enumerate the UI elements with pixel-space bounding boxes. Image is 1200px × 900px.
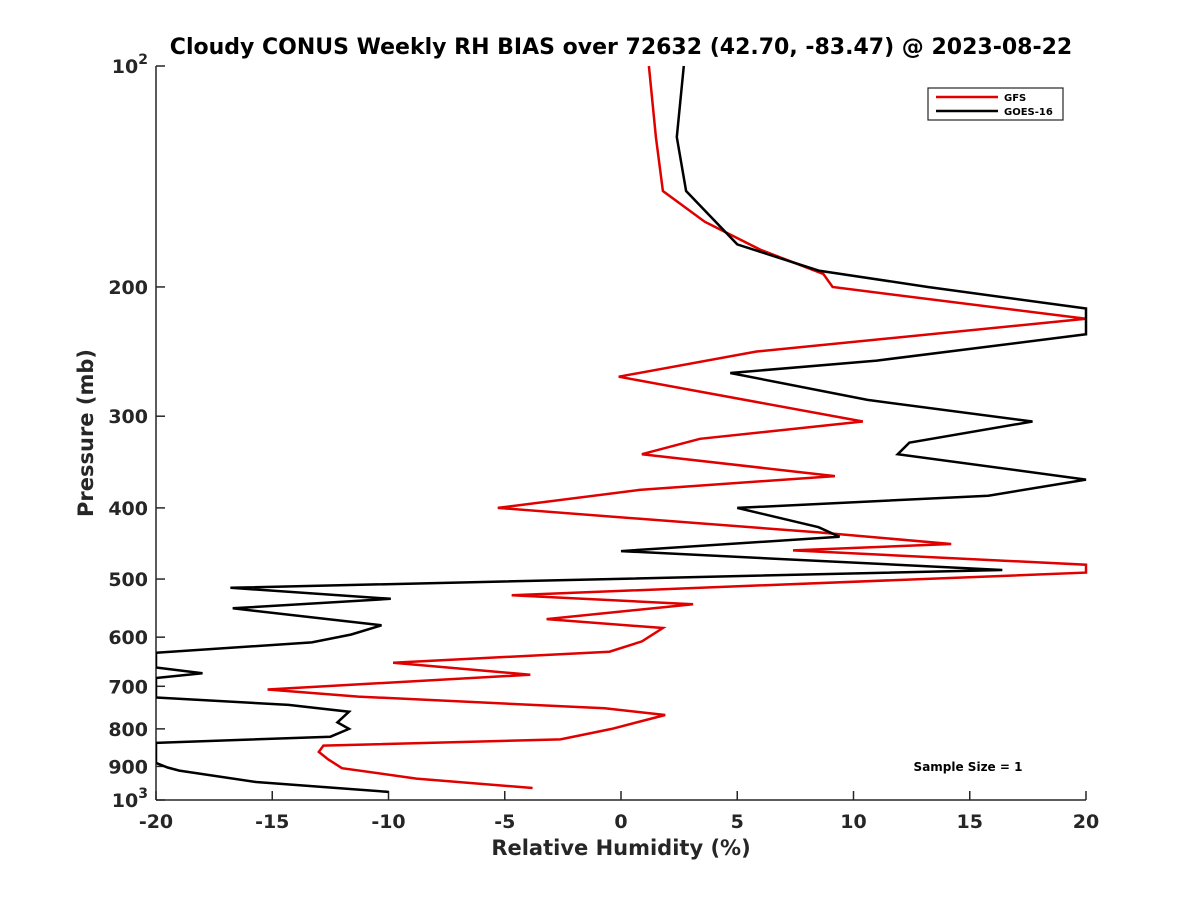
- x-tick-label: 20: [1073, 811, 1099, 833]
- x-tick-label: -20: [139, 811, 173, 833]
- x-tick-label: 5: [731, 811, 744, 833]
- y-tick-label: 500: [108, 569, 148, 591]
- y-tick-label: 400: [108, 498, 148, 520]
- legend-label: GOES-16: [1004, 107, 1053, 118]
- legend-label: GFS: [1004, 93, 1026, 104]
- y-tick-label: 103: [112, 786, 148, 812]
- y-tick-label: 700: [108, 676, 148, 698]
- y-tick-label: 800: [108, 719, 148, 741]
- x-tick-label: -15: [255, 811, 289, 833]
- y-tick-label: 900: [108, 756, 148, 778]
- y-tick-label: 300: [108, 406, 148, 428]
- chart-title: Cloudy CONUS Weekly RH BIAS over 72632 (…: [170, 35, 1072, 60]
- x-tick-label: 0: [614, 811, 627, 833]
- y-tick-label: 102: [112, 52, 148, 78]
- y-tick-label: 600: [108, 627, 148, 649]
- y-axis-label: Pressure (mb): [74, 349, 98, 517]
- series-line-goes-16: [156, 65, 1088, 794]
- sample-size-annotation: Sample Size = 1: [914, 760, 1023, 774]
- x-axis-label: Relative Humidity (%): [491, 836, 750, 860]
- x-tick-label: 15: [957, 811, 983, 833]
- legend-box: [927, 87, 1064, 121]
- y-tick-label: 200: [108, 277, 148, 299]
- x-tick-label: -5: [494, 811, 515, 833]
- x-tick-label: -10: [371, 811, 405, 833]
- series-line-gfs: [267, 65, 1088, 790]
- x-tick-label: 10: [840, 811, 866, 833]
